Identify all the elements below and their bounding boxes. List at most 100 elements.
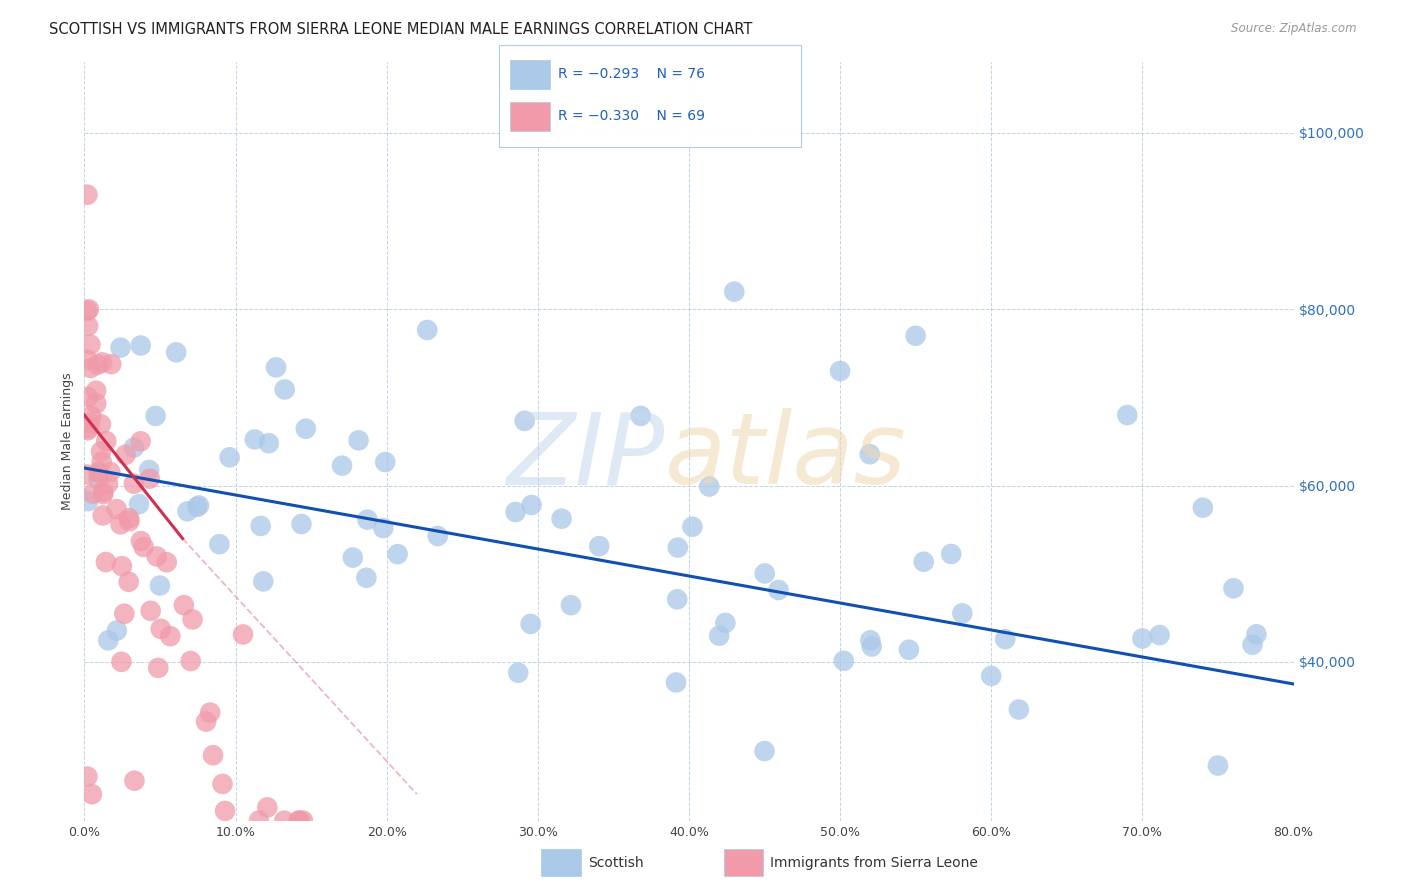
Point	[176, 504, 198, 518]
Point	[697, 479, 720, 493]
Point	[257, 436, 280, 450]
Point	[96, 434, 118, 448]
Point	[550, 512, 572, 526]
Point	[80, 360, 103, 375]
Point	[256, 800, 278, 814]
Point	[91, 355, 114, 369]
Point	[768, 582, 790, 597]
Point	[90, 454, 112, 468]
Point	[145, 549, 167, 564]
Point	[84, 384, 107, 398]
Point	[356, 571, 378, 585]
Point	[87, 465, 110, 479]
Point	[416, 323, 439, 337]
Point	[76, 423, 98, 437]
Point	[950, 607, 973, 621]
Point	[1241, 638, 1264, 652]
Point	[118, 514, 141, 528]
Point	[77, 494, 100, 508]
Point	[347, 434, 370, 448]
Point	[86, 358, 108, 372]
Point	[508, 665, 530, 680]
Point	[912, 555, 935, 569]
Point	[426, 529, 449, 543]
Point	[1116, 408, 1139, 422]
Point	[980, 669, 1002, 683]
Point	[77, 421, 100, 435]
Point	[129, 434, 152, 449]
Point	[941, 547, 963, 561]
Point	[79, 416, 101, 430]
Point	[247, 814, 270, 828]
Point	[77, 318, 100, 333]
Point	[156, 555, 179, 569]
Point	[91, 508, 114, 523]
Point	[273, 383, 295, 397]
Point	[87, 472, 110, 486]
Point	[252, 574, 274, 589]
Point	[860, 640, 883, 654]
Point	[387, 547, 409, 561]
Point	[1246, 627, 1268, 641]
Point	[374, 455, 396, 469]
Point	[830, 364, 852, 378]
Point	[132, 540, 155, 554]
Point	[904, 328, 927, 343]
Point	[288, 814, 311, 828]
Point	[173, 598, 195, 612]
Point	[287, 814, 309, 828]
Point	[264, 360, 287, 375]
Text: R = −0.293    N = 76: R = −0.293 N = 76	[558, 67, 706, 81]
Point	[208, 537, 231, 551]
Point	[138, 463, 160, 477]
Point	[709, 629, 731, 643]
Point	[76, 304, 98, 318]
Point	[148, 661, 170, 675]
Point	[77, 302, 100, 317]
Point	[129, 534, 152, 549]
Point	[754, 566, 776, 581]
Point	[520, 498, 543, 512]
Point	[290, 517, 312, 532]
Point	[665, 675, 688, 690]
Point	[214, 804, 236, 818]
Point	[129, 338, 152, 352]
Point	[124, 773, 146, 788]
Point	[188, 499, 211, 513]
Point	[139, 472, 162, 486]
Point	[186, 500, 208, 514]
Point	[89, 467, 111, 481]
Point	[1008, 702, 1031, 716]
Point	[211, 777, 233, 791]
Point	[273, 814, 295, 828]
Point	[105, 502, 128, 516]
Point	[666, 541, 689, 555]
Point	[832, 654, 855, 668]
Text: R = −0.330    N = 69: R = −0.330 N = 69	[558, 109, 706, 123]
Text: atlas: atlas	[665, 409, 907, 505]
Point	[91, 487, 114, 501]
Point	[90, 444, 112, 458]
Point	[114, 448, 136, 462]
Point	[112, 607, 135, 621]
Point	[128, 497, 150, 511]
Point	[859, 633, 882, 648]
Point	[76, 187, 98, 202]
Point	[243, 433, 266, 447]
Point	[111, 559, 134, 574]
Point	[588, 539, 610, 553]
Point	[519, 616, 541, 631]
Point	[149, 578, 172, 592]
Point	[149, 622, 172, 636]
Point	[1206, 758, 1229, 772]
Point	[79, 337, 101, 351]
Point	[232, 627, 254, 641]
Point	[994, 632, 1017, 647]
Point	[1192, 500, 1215, 515]
Point	[666, 592, 689, 607]
Point	[505, 505, 527, 519]
Point	[77, 390, 100, 404]
Point	[139, 604, 162, 618]
Point	[159, 629, 181, 643]
Point	[897, 642, 920, 657]
